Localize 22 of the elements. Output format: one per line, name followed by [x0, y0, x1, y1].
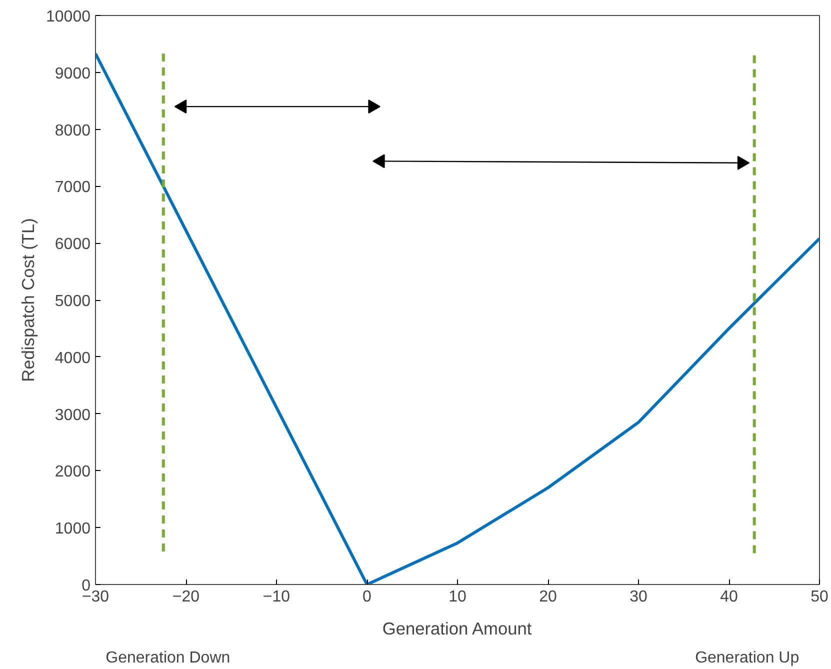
x-tick-label: 0: [362, 588, 372, 606]
x-axis-title: Generation Amount: [382, 618, 532, 638]
y-tick-label: 9000: [54, 65, 91, 82]
y-tick-label: 3000: [54, 406, 91, 424]
y-tick-label: 1000: [54, 520, 91, 538]
y-tick-label: 10000: [46, 8, 91, 26]
text: Generation Up: [695, 650, 800, 666]
x-tick-label: 40: [720, 588, 738, 606]
y-tick-label: 8000: [54, 122, 91, 140]
y-tick-label: 2000: [54, 464, 91, 481]
x-tick-label: 50: [810, 588, 828, 606]
text: Generation Down: [106, 650, 230, 666]
y-axis-title: Redispatch Cost (TL): [18, 218, 38, 382]
y-tick-label: 5000: [54, 293, 91, 310]
x-tick-label: 10: [448, 588, 466, 606]
x-tick-label: −20: [172, 588, 200, 606]
x-tick-label: 30: [630, 588, 648, 606]
y-tick-label: 7000: [54, 179, 91, 196]
y-tick-label: 6000: [54, 236, 91, 254]
y-tick-label: 4000: [54, 350, 91, 367]
x-tick-label: 20: [539, 588, 557, 606]
x-tick-label: −10: [262, 588, 290, 606]
